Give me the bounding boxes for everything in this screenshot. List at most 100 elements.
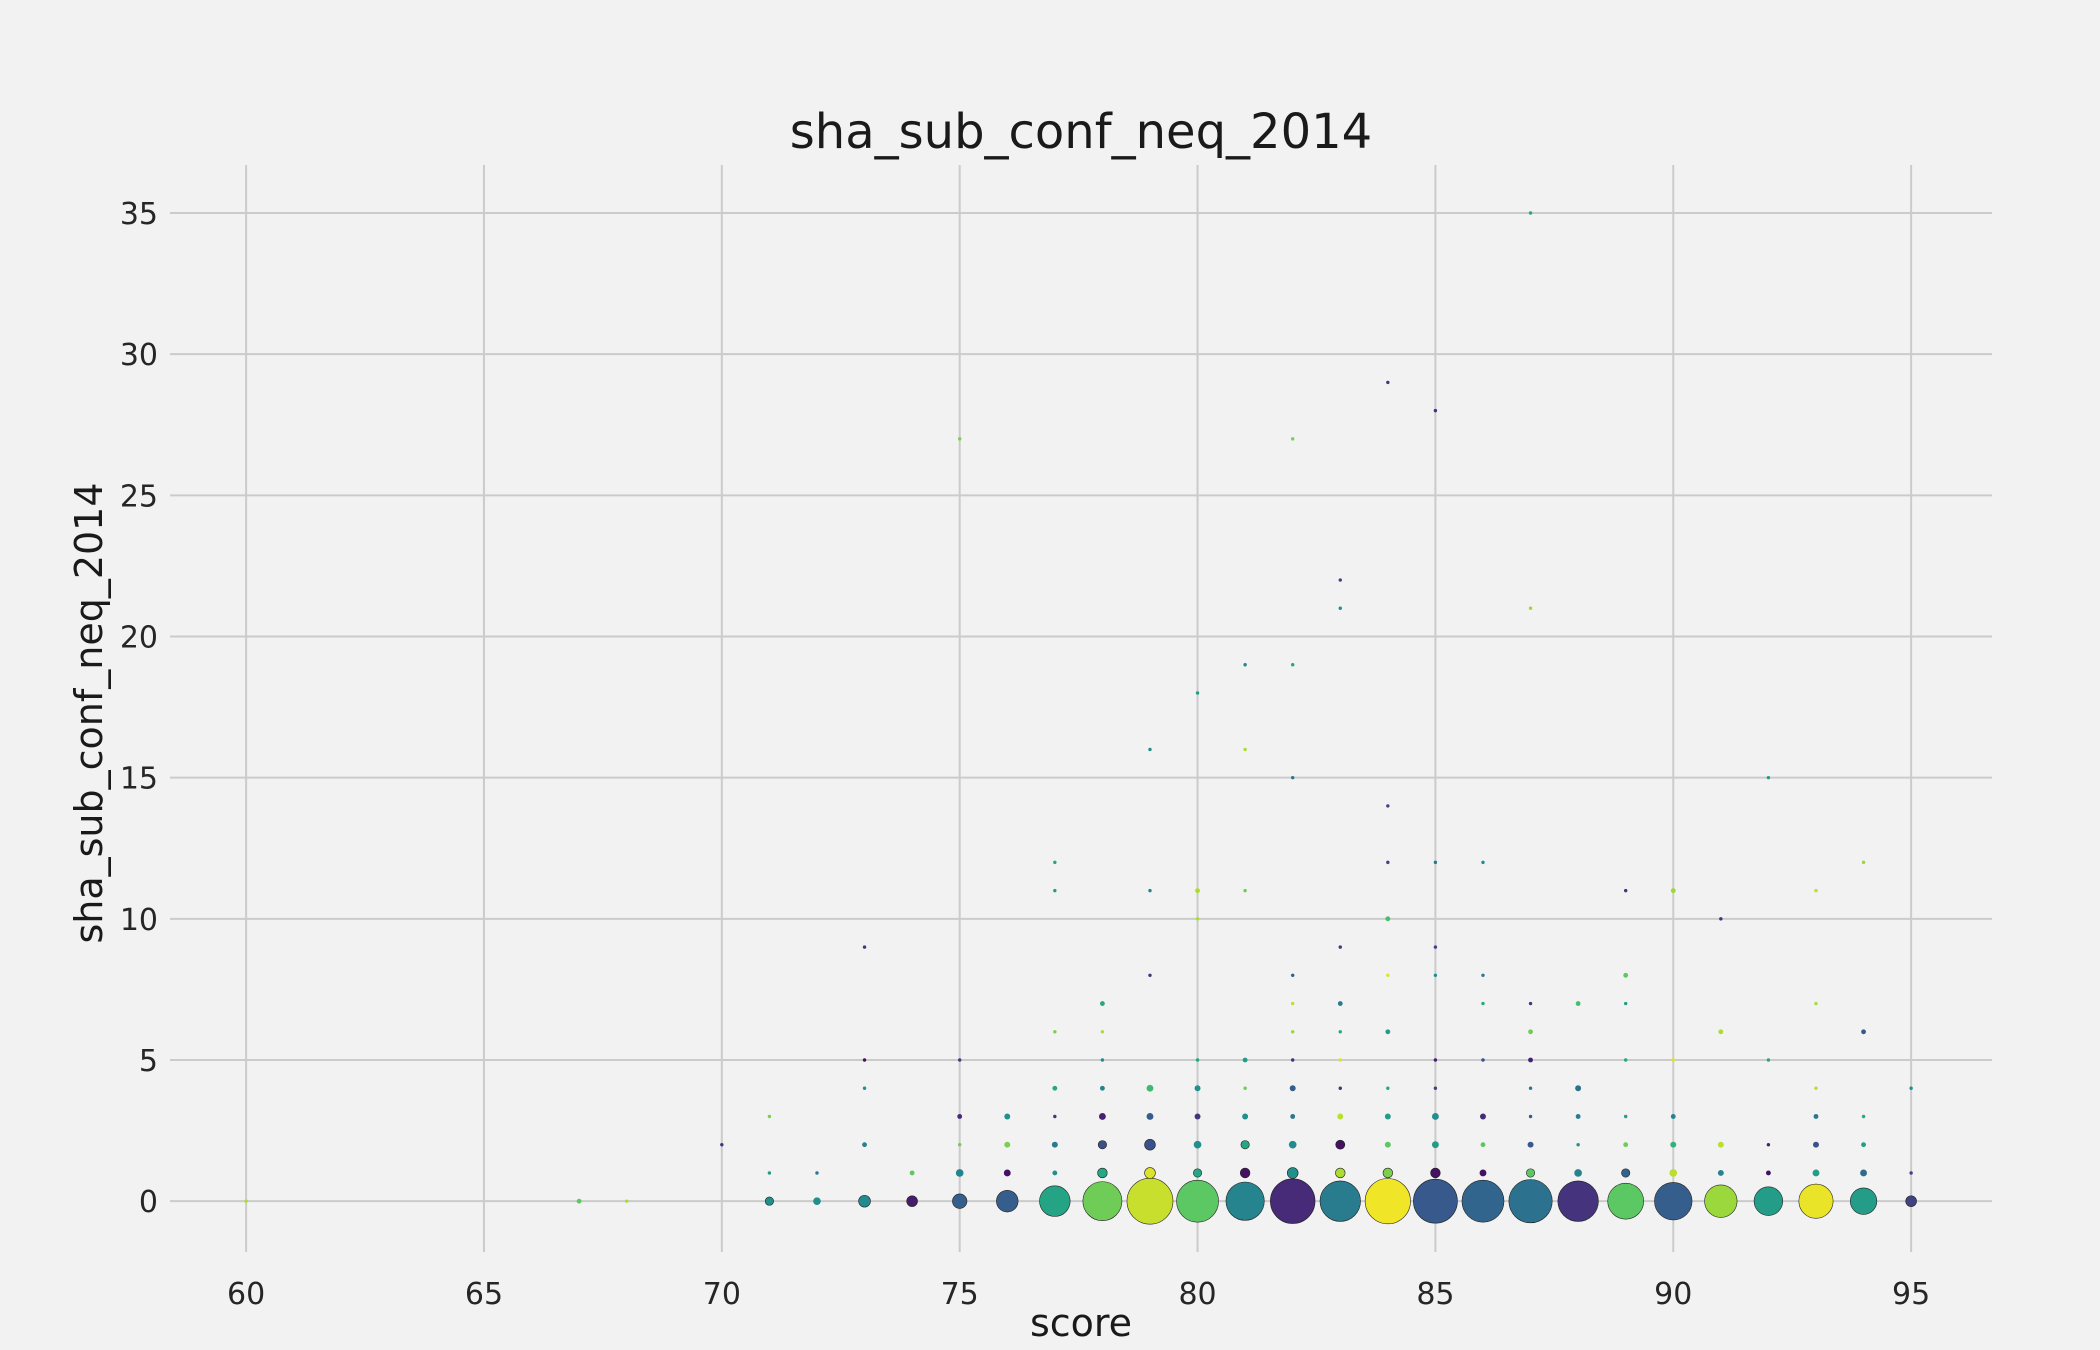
data-point: [1528, 1001, 1533, 1006]
data-point: [858, 1194, 871, 1208]
data-point: [1861, 860, 1866, 865]
data-point: [862, 1142, 867, 1148]
y-axis-label: sha_sub_conf_neq_2014: [67, 482, 111, 943]
data-point: [1798, 1183, 1834, 1219]
data-point: [1849, 1187, 1878, 1215]
data-point: [1338, 578, 1342, 582]
data-point: [1480, 1113, 1486, 1120]
data-point: [1557, 1180, 1599, 1222]
data-point: [1670, 1141, 1677, 1148]
data-point: [1526, 1168, 1536, 1178]
data-point: [1193, 1168, 1203, 1178]
data-point: [1239, 1167, 1251, 1179]
data-point: [1574, 1169, 1582, 1177]
data-point: [1144, 1167, 1156, 1179]
data-point: [1004, 1113, 1011, 1120]
data-point: [1364, 1178, 1411, 1225]
data-point: [1053, 860, 1057, 865]
data-point: [1909, 1086, 1913, 1090]
data-point: [957, 1114, 963, 1119]
data-point: [996, 1190, 1019, 1213]
data-point: [1337, 1113, 1344, 1120]
data-point: [1338, 1058, 1342, 1062]
data-point: [1433, 945, 1438, 949]
data-point: [1243, 747, 1247, 752]
data-point: [1413, 1178, 1458, 1224]
data-point: [1386, 860, 1390, 865]
data-point: [1528, 1114, 1533, 1119]
data-point: [1575, 1085, 1582, 1092]
data-point: [1148, 973, 1152, 978]
data-point: [1051, 1141, 1058, 1148]
data-point: [1100, 1058, 1105, 1062]
data-point: [1290, 1058, 1295, 1062]
data-point: [1528, 211, 1533, 215]
data-point: [1098, 1113, 1106, 1120]
data-point: [1812, 1169, 1820, 1177]
x-axis-label: score: [1030, 1301, 1132, 1345]
data-point: [1753, 1186, 1784, 1216]
data-point: [1704, 1184, 1738, 1218]
data-point: [1242, 1057, 1248, 1063]
data-point: [1052, 1170, 1058, 1176]
data-point: [1528, 1086, 1533, 1090]
data-point: [1290, 663, 1295, 667]
data-point: [1004, 1141, 1011, 1148]
data-point: [952, 1193, 968, 1209]
data-point: [1195, 888, 1200, 894]
data-point: [1717, 1169, 1724, 1176]
data-point: [1623, 1058, 1628, 1062]
y-tick-label: 10: [120, 903, 158, 938]
data-point: [1669, 1169, 1678, 1177]
y-tick-label: 15: [120, 762, 158, 797]
data-point: [1144, 1138, 1156, 1151]
data-point: [1240, 1140, 1250, 1150]
data-point: [1126, 1177, 1174, 1225]
data-point: [1654, 1182, 1693, 1221]
data-point: [1814, 1086, 1818, 1090]
data-point: [1386, 380, 1390, 385]
data-point: [1290, 973, 1295, 978]
data-point: [862, 1058, 867, 1062]
data-point: [764, 1196, 774, 1206]
data-point: [1481, 1001, 1485, 1006]
x-tick-labels: 60 65 70 75 80 85 90 95: [227, 1277, 1930, 1312]
data-point: [1670, 888, 1676, 894]
data-point: [1814, 888, 1818, 893]
y-tick-label: 35: [120, 197, 158, 232]
data-point: [1386, 1086, 1390, 1090]
y-tick-labels: 0 5 10 15 20 25 30 35: [120, 197, 158, 1220]
data-point: [1384, 1113, 1391, 1120]
data-point: [1813, 1141, 1819, 1148]
y-tick-label: 30: [120, 338, 158, 373]
data-point: [957, 1143, 962, 1147]
data-point: [1099, 1001, 1105, 1006]
data-point: [1430, 1167, 1441, 1179]
data-point: [1433, 1086, 1438, 1090]
data-point: [1385, 916, 1391, 922]
data-point: [1052, 1085, 1058, 1091]
y-tick-label: 0: [139, 1185, 158, 1220]
data-point: [1861, 1114, 1866, 1119]
data-point: [1053, 1114, 1057, 1119]
data-point: [1481, 1058, 1485, 1062]
x-tick-label: 75: [941, 1277, 979, 1312]
data-point: [1433, 973, 1438, 978]
data-point: [1431, 1141, 1439, 1149]
data-point: [862, 945, 867, 949]
data-point: [1528, 606, 1533, 610]
data-point: [1243, 888, 1247, 893]
data-point: [1195, 691, 1200, 695]
data-point: [1766, 775, 1771, 780]
data-point: [1385, 1029, 1391, 1035]
data-point: [1766, 1143, 1771, 1147]
data-point: [1290, 775, 1295, 780]
data-point: [1195, 1058, 1200, 1062]
data-point: [1861, 1029, 1866, 1035]
data-point: [1433, 860, 1438, 865]
data-point: [1338, 1086, 1342, 1090]
data-point: [1575, 1001, 1581, 1006]
data-point: [813, 1197, 821, 1206]
x-tick-label: 60: [227, 1277, 265, 1312]
data-point: [1766, 1058, 1771, 1062]
